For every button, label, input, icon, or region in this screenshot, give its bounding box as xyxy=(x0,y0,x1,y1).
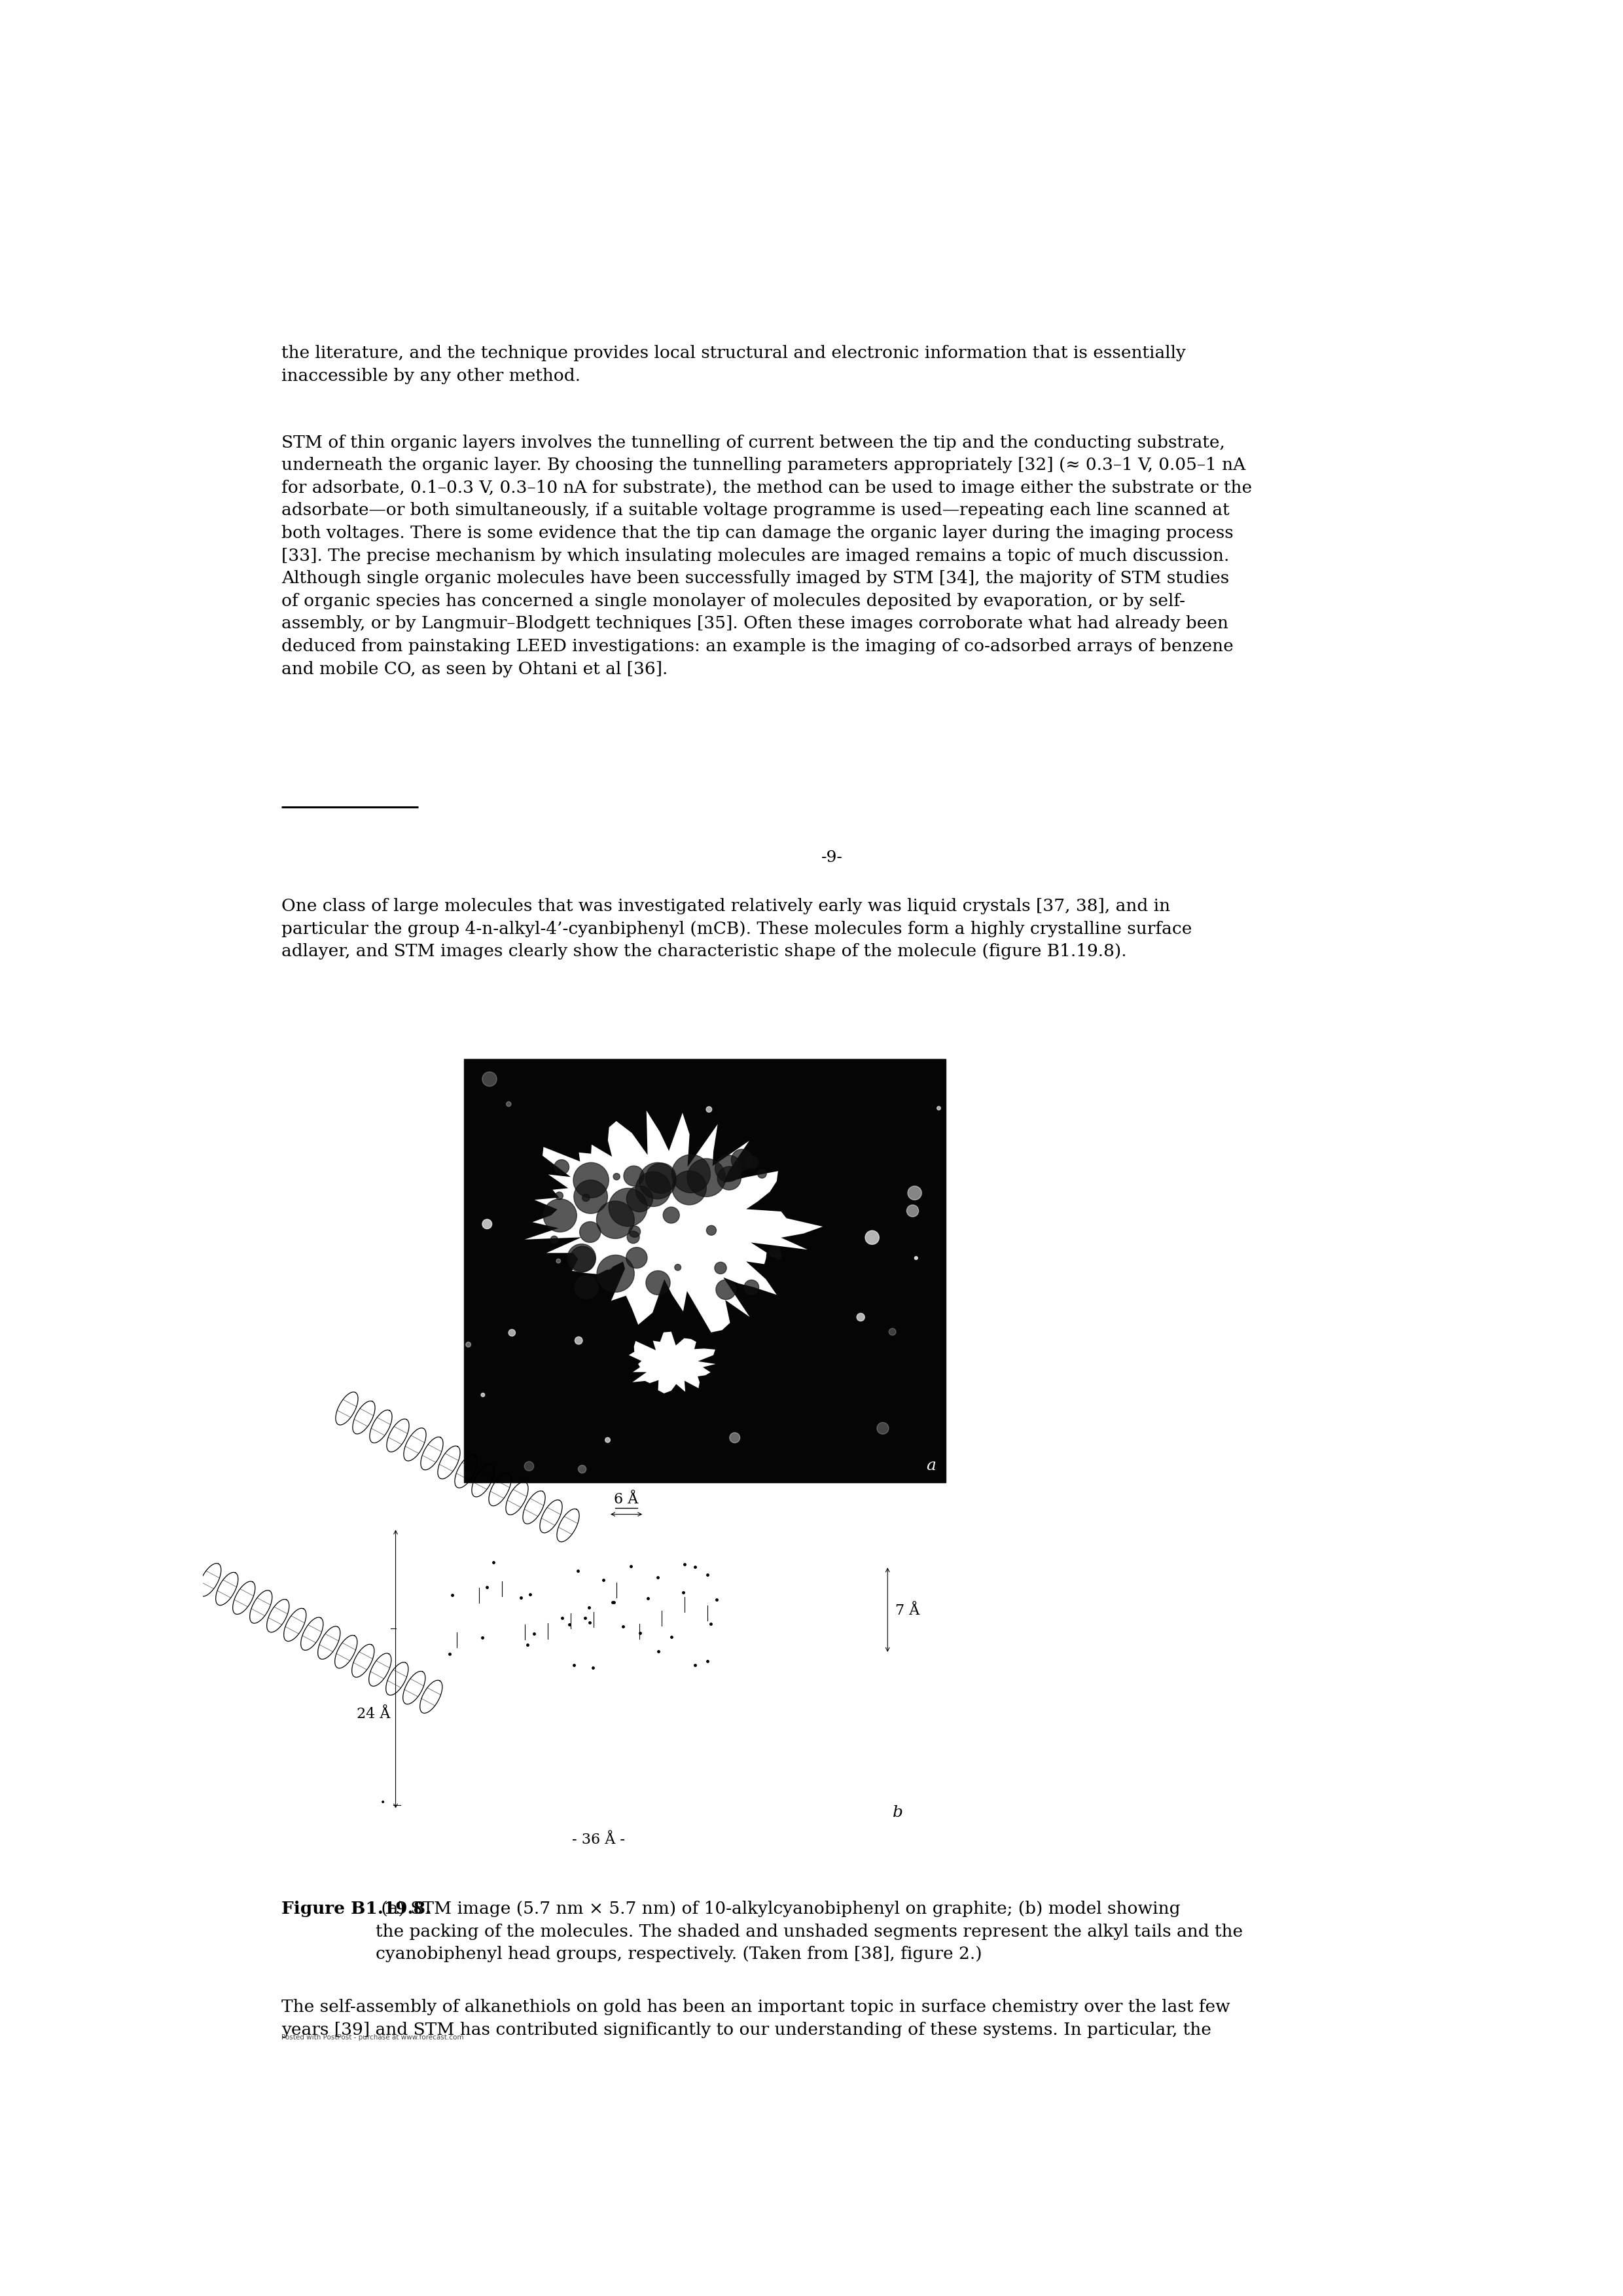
Text: STM of thin organic layers involves the tunnelling of current between the tip an: STM of thin organic layers involves the … xyxy=(281,434,1251,677)
Circle shape xyxy=(482,1072,497,1086)
Circle shape xyxy=(604,1261,612,1270)
Circle shape xyxy=(664,1208,680,1224)
Text: 7 Å: 7 Å xyxy=(896,1605,920,1619)
Circle shape xyxy=(626,1231,639,1244)
Text: (a) STM image (5.7 nm × 5.7 nm) of 10-alkylcyanobiphenyl on graphite; (b) model : (a) STM image (5.7 nm × 5.7 nm) of 10-al… xyxy=(375,1901,1243,1963)
Circle shape xyxy=(575,1336,583,1345)
Circle shape xyxy=(597,1256,635,1293)
Circle shape xyxy=(506,1102,511,1107)
Text: a: a xyxy=(927,1458,936,1474)
Circle shape xyxy=(636,1171,670,1208)
Circle shape xyxy=(706,1107,712,1111)
Circle shape xyxy=(597,1201,635,1238)
Circle shape xyxy=(672,1171,706,1205)
Circle shape xyxy=(732,1150,753,1171)
Circle shape xyxy=(557,1258,560,1263)
Circle shape xyxy=(605,1437,610,1442)
Circle shape xyxy=(719,1247,732,1261)
Circle shape xyxy=(714,1263,727,1274)
Circle shape xyxy=(936,1107,941,1109)
Circle shape xyxy=(717,1166,742,1189)
Text: 6 Å: 6 Å xyxy=(613,1492,638,1506)
Circle shape xyxy=(716,1155,742,1182)
Circle shape xyxy=(639,1162,675,1199)
Text: The self-assembly of alkanethiols on gold has been an important topic in surface: The self-assembly of alkanethiols on gol… xyxy=(281,2000,1230,2039)
Circle shape xyxy=(575,1277,599,1300)
Circle shape xyxy=(623,1166,644,1187)
Circle shape xyxy=(687,1159,725,1196)
Circle shape xyxy=(544,1199,576,1233)
Text: the literature, and the technique provides local structural and electronic infor: the literature, and the technique provid… xyxy=(281,344,1186,383)
Circle shape xyxy=(613,1173,620,1180)
Circle shape xyxy=(730,1196,734,1201)
Circle shape xyxy=(550,1235,558,1242)
Circle shape xyxy=(646,1270,670,1295)
Text: Figure B1.19.8.: Figure B1.19.8. xyxy=(281,1901,432,1917)
Circle shape xyxy=(675,1265,682,1270)
Circle shape xyxy=(907,1205,919,1217)
Circle shape xyxy=(570,1247,596,1272)
Circle shape xyxy=(743,1279,760,1295)
Text: 24 Å: 24 Å xyxy=(357,1708,391,1722)
Circle shape xyxy=(889,1329,896,1336)
Circle shape xyxy=(583,1194,589,1201)
Polygon shape xyxy=(628,1332,716,1394)
Circle shape xyxy=(716,1279,735,1300)
Circle shape xyxy=(553,1159,570,1176)
Circle shape xyxy=(730,1433,740,1442)
Circle shape xyxy=(769,1247,781,1258)
Circle shape xyxy=(508,1329,516,1336)
Text: -9-: -9- xyxy=(821,850,842,866)
Circle shape xyxy=(575,1180,607,1215)
Circle shape xyxy=(626,1247,648,1267)
Circle shape xyxy=(865,1231,880,1244)
Text: Posted with PostPost - purchase at www.forecast.com: Posted with PostPost - purchase at www.f… xyxy=(281,2034,464,2041)
Circle shape xyxy=(578,1465,586,1474)
Circle shape xyxy=(706,1226,716,1235)
Circle shape xyxy=(672,1155,711,1194)
Text: One class of large molecules that was investigated relatively early was liquid c: One class of large molecules that was in… xyxy=(281,898,1191,960)
Text: •: • xyxy=(380,1798,386,1807)
Circle shape xyxy=(636,1205,649,1219)
Circle shape xyxy=(747,1157,758,1169)
Circle shape xyxy=(776,1254,782,1258)
Circle shape xyxy=(626,1185,652,1212)
Circle shape xyxy=(524,1463,534,1472)
Circle shape xyxy=(555,1192,563,1199)
Circle shape xyxy=(876,1424,889,1435)
Circle shape xyxy=(579,1221,601,1242)
Text: b: b xyxy=(893,1805,902,1821)
Circle shape xyxy=(630,1226,641,1238)
Circle shape xyxy=(568,1244,596,1272)
Polygon shape xyxy=(524,1111,823,1332)
Text: - 36 Å -: - 36 Å - xyxy=(571,1832,625,1848)
Bar xyxy=(464,1058,946,1483)
Circle shape xyxy=(573,1162,609,1199)
Circle shape xyxy=(482,1219,492,1228)
Circle shape xyxy=(914,1256,917,1261)
Circle shape xyxy=(480,1394,485,1396)
Circle shape xyxy=(646,1164,677,1194)
Circle shape xyxy=(466,1343,471,1348)
Circle shape xyxy=(907,1187,922,1201)
Circle shape xyxy=(857,1313,865,1320)
Circle shape xyxy=(609,1189,648,1226)
Circle shape xyxy=(758,1169,766,1178)
